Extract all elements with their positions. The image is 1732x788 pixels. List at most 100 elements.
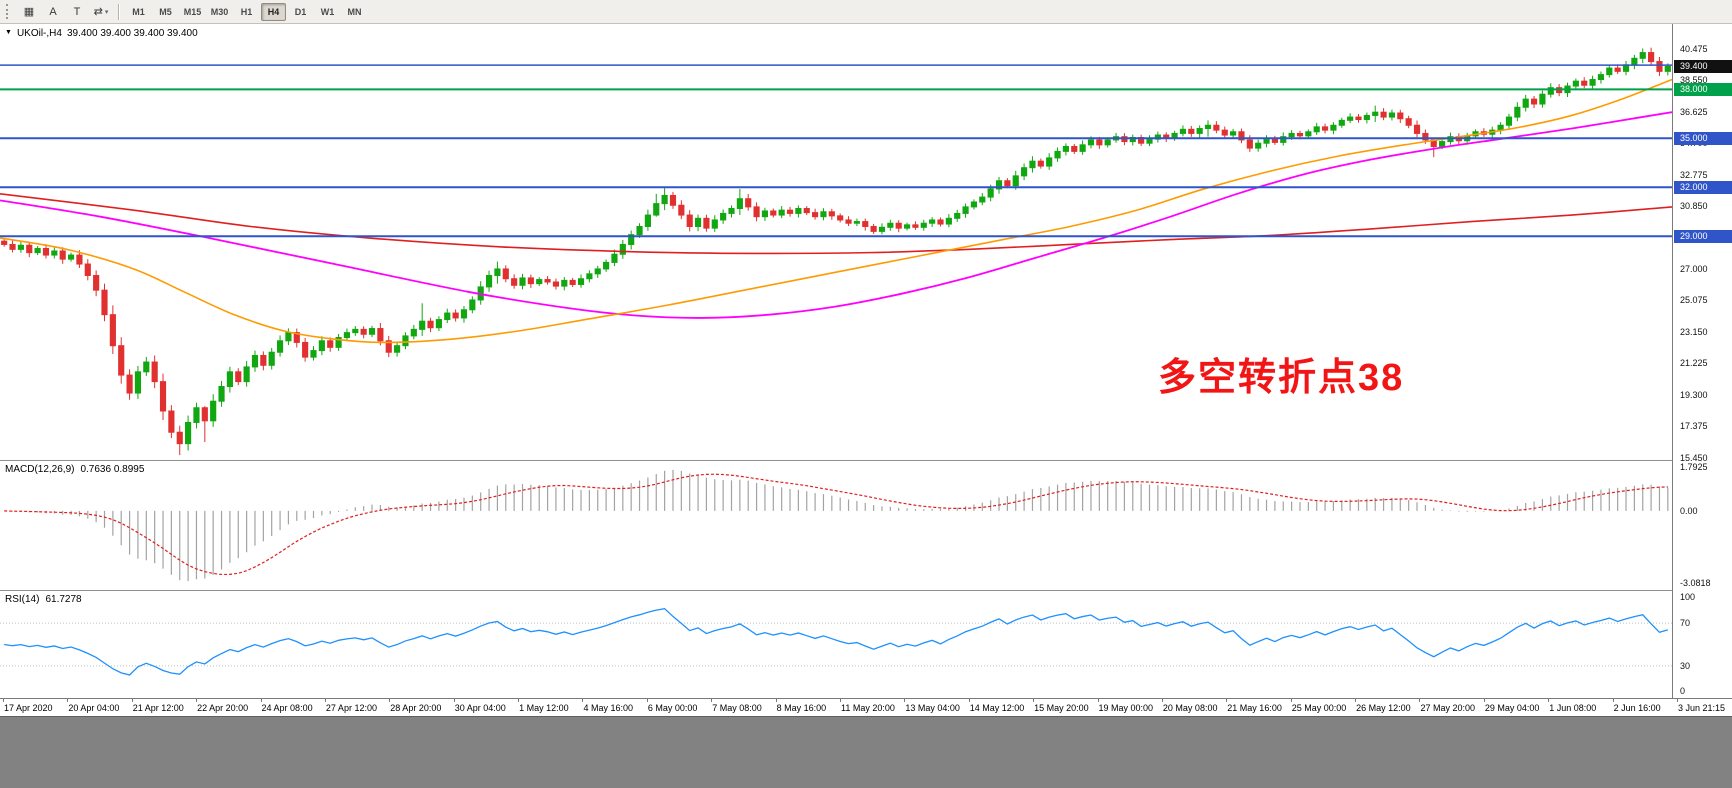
time-axis-tick: [904, 699, 906, 702]
time-axis-tick: [1290, 699, 1292, 702]
time-axis-label: 21 May 16:00: [1227, 703, 1282, 713]
time-axis-tick: [196, 699, 198, 702]
time-axis-label: 28 Apr 20:00: [390, 703, 442, 713]
chart-marker-icon: ▼: [5, 29, 12, 36]
time-axis-label: 13 May 04:00: [905, 703, 960, 713]
time-axis-label: 11 May 20:00: [841, 703, 895, 713]
price-axis-label: 27.000: [1680, 263, 1708, 274]
time-axis-tick: [67, 699, 69, 702]
rsi-name: RSI(14): [5, 594, 40, 605]
time-axis-label: 22 Apr 20:00: [197, 703, 249, 713]
price-chart[interactable]: [0, 24, 1672, 460]
time-axis-tick: [324, 699, 326, 702]
timeframe-button-group: M1 M5 M15 M30 H1 H4 D1 W1 MN: [125, 2, 368, 21]
time-axis-label: 30 Apr 04:00: [454, 703, 506, 713]
toolbar-separator: [118, 3, 120, 20]
price-axis-label: 19.300: [1680, 389, 1708, 400]
bottom-strip: [0, 716, 1732, 788]
rsi-axis-label: 0: [1680, 686, 1686, 696]
time-axis[interactable]: 17 Apr 2020 20 Apr 04:00 21 Apr 12:00 22 Ap…: [0, 698, 1732, 716]
rsi-chart[interactable]: [0, 591, 1672, 698]
time-axis-label: 1 May 12:00: [519, 703, 569, 713]
rsi-axis-label: 30: [1680, 660, 1691, 671]
timeframe-button-mn[interactable]: MN: [347, 6, 362, 17]
time-axis-tick: [131, 699, 133, 702]
text-tool-icon[interactable]: T: [73, 5, 81, 18]
timeframe-button-m5[interactable]: M5: [159, 6, 172, 17]
time-axis-label: 17 Apr 2020: [4, 703, 53, 713]
time-axis-label: 29 May 04:00: [1484, 703, 1540, 713]
macd-panel: MACD(12,26,9) 0.7636 0.8995: [0, 460, 1672, 590]
time-axis-tick: [3, 699, 4, 702]
macd-values: 0.7636 0.8995: [80, 464, 145, 475]
time-axis-tick: [775, 699, 777, 702]
time-axis-tick: [1161, 699, 1163, 702]
price-axis-label: 40.475: [1680, 43, 1708, 54]
time-axis-label: 20 May 08:00: [1162, 703, 1218, 713]
rsi-label: RSI(14) 61.7278: [5, 594, 82, 605]
toolbar-grip-icon[interactable]: [6, 4, 11, 19]
time-axis-tick: [711, 699, 713, 702]
time-axis-tick: [1419, 699, 1421, 702]
time-axis-label: 24 Apr 08:00: [261, 703, 313, 713]
time-axis-tick: [453, 699, 455, 702]
cursor-tool-icon[interactable]: A: [49, 5, 57, 18]
time-axis-label: 19 May 00:00: [1098, 703, 1154, 713]
toolbar-icon-group: ▦ A T ⇄ ▾: [17, 2, 113, 21]
price-axis[interactable]: 40.47538.55036.62534.70032.77530.85028.9…: [1672, 24, 1732, 716]
timeframe-button-m1[interactable]: M1: [132, 6, 145, 17]
price-axis-label: 32.775: [1680, 169, 1708, 180]
symbol-ohlc-readout: ▼ UKOil-,H4 39.400 39.400 39.400 39.400: [5, 28, 198, 39]
time-axis-label: 7 May 08:00: [712, 703, 762, 713]
time-axis-label: 14 May 12:00: [969, 703, 1025, 713]
dropdown-caret-icon[interactable]: ▾: [104, 8, 109, 16]
price-axis-label: 15.450: [1680, 452, 1708, 463]
time-axis-label: 26 May 12:00: [1356, 703, 1411, 713]
ohlc-values: 39.400 39.400 39.400 39.400: [66, 28, 198, 39]
time-axis-tick: [1097, 699, 1099, 702]
time-axis-tick: [1677, 699, 1678, 702]
macd-chart[interactable]: [0, 461, 1672, 590]
time-axis-tick: [968, 699, 970, 702]
time-axis-tick: [260, 699, 262, 702]
chart-annotation: 多空转折点38: [1158, 357, 1405, 399]
time-axis-label: 6 May 00:00: [647, 703, 698, 713]
time-axis-label: 15 May 20:00: [1034, 703, 1089, 713]
price-axis-label: 38.550: [1680, 75, 1708, 86]
price-badge: 29.000: [1674, 229, 1732, 243]
timeframe-button-m15[interactable]: M15: [183, 6, 202, 17]
timeframe-button-h4[interactable]: H4: [261, 2, 286, 21]
macd-name: MACD(12,26,9): [5, 464, 75, 475]
time-axis-tick: [1355, 699, 1357, 702]
price-axis-label: 17.375: [1680, 421, 1708, 432]
rsi-panel: RSI(14) 61.7278: [0, 590, 1672, 698]
price-badge: 35.000: [1674, 131, 1732, 145]
time-axis-label: 4 May 16:00: [583, 703, 633, 713]
time-axis-tick: [518, 699, 520, 702]
time-axis-tick: [582, 699, 584, 702]
timeframe-button-h1[interactable]: H1: [240, 6, 253, 17]
timeframe-button-m30[interactable]: M30: [210, 6, 229, 17]
macd-axis-label: 0.00: [1680, 505, 1698, 516]
price-badge: 38.000: [1674, 82, 1732, 96]
price-axis-label: 23.150: [1680, 326, 1708, 337]
time-axis-tick: [1033, 699, 1035, 702]
time-axis-label: 25 May 00:00: [1291, 703, 1347, 713]
time-axis-tick: [1483, 699, 1485, 702]
macd-axis-label: -3.0818: [1680, 578, 1711, 588]
time-axis-label: 20 Apr 04:00: [68, 703, 120, 713]
timeframe-button-d1[interactable]: D1: [294, 6, 307, 17]
time-axis-label: 27 Apr 12:00: [325, 703, 377, 713]
time-axis-label: 1 Jun 08:00: [1549, 703, 1597, 713]
new-chart-icon[interactable]: ▦: [23, 6, 35, 18]
macd-label: MACD(12,26,9) 0.7636 0.8995: [5, 464, 144, 475]
symbol-timeframe-label: UKOil-,H4: [16, 28, 62, 39]
time-axis-tick: [389, 699, 391, 702]
time-axis-label: 2 Jun 16:00: [1613, 703, 1661, 713]
rsi-axis-label: 100: [1680, 592, 1696, 602]
price-axis-label: 30.850: [1680, 201, 1708, 212]
timeframe-button-w1[interactable]: W1: [320, 6, 335, 17]
auto-scroll-icon[interactable]: ⇄ ▾: [93, 6, 109, 18]
time-axis-label: 27 May 20:00: [1420, 703, 1475, 713]
